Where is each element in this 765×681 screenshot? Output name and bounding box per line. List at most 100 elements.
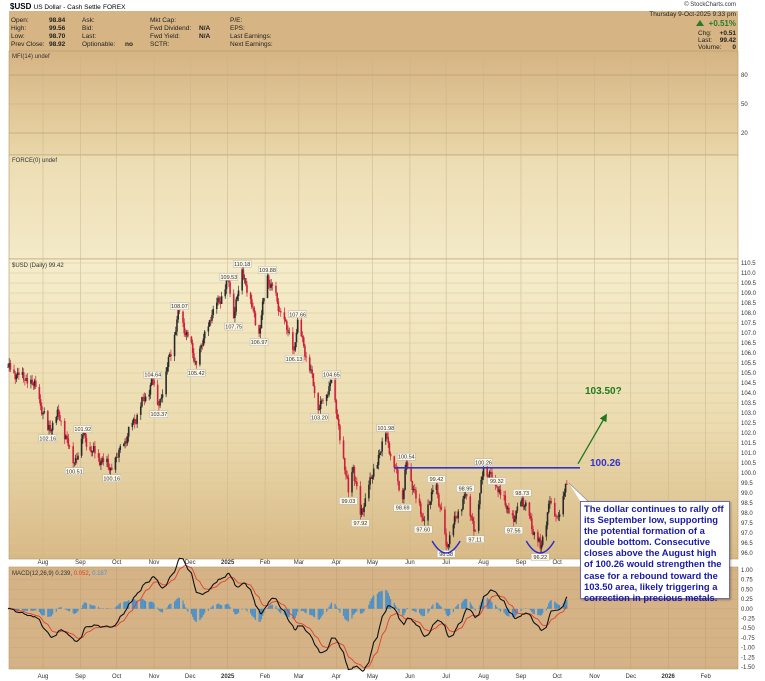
pivot-label-box	[376, 424, 395, 432]
price-candle	[538, 538, 540, 542]
macd-histogram-bar	[140, 600, 142, 609]
price-candle	[487, 476, 490, 479]
price-candle	[50, 430, 53, 432]
macd-histogram-bar	[381, 590, 383, 609]
price-candle	[133, 418, 136, 424]
price-candle	[457, 511, 460, 519]
macd-histogram-bar	[303, 608, 305, 612]
price-candle	[18, 372, 20, 375]
price-candle	[243, 278, 246, 279]
price-candle	[359, 486, 362, 515]
target-label: 103.50?	[585, 386, 622, 397]
price-candle	[469, 496, 472, 517]
macd-histogram-bar	[24, 608, 26, 611]
price-candle	[270, 283, 272, 288]
price-candle	[100, 462, 102, 466]
macd-histogram-bar	[186, 608, 188, 610]
macd-histogram-bar	[405, 608, 407, 610]
price-candle	[269, 284, 271, 288]
price-candle	[479, 493, 481, 505]
macd-histogram-bar	[550, 600, 552, 609]
month-label: Aug	[38, 560, 49, 566]
pivot-label: 101.98	[377, 426, 394, 432]
macd-histogram-bar	[530, 608, 532, 611]
price-candle	[92, 446, 95, 451]
price-candle	[110, 467, 113, 470]
price-candle	[7, 367, 9, 368]
pivot-label-box	[351, 519, 370, 527]
price-candle	[149, 385, 152, 395]
macd-histogram-bar	[47, 608, 49, 617]
price-candle	[177, 310, 179, 320]
macd-histogram-bar	[72, 608, 74, 614]
macd-histogram-bar	[141, 599, 143, 609]
pivot-label-box	[288, 310, 307, 318]
price-candle	[84, 431, 87, 439]
macd-histogram-bar	[199, 608, 201, 621]
price-candle	[9, 363, 12, 370]
symbol: $USD	[10, 2, 32, 11]
info-label: Open:	[11, 17, 29, 24]
macd-histogram-bar	[403, 608, 405, 616]
macd-histogram-bar	[144, 601, 147, 609]
pivot-label: 100.54	[398, 455, 415, 461]
price-candle	[481, 476, 484, 480]
info-value: 98.84	[49, 17, 66, 24]
pivot-label-box	[232, 260, 252, 268]
price-candle	[173, 334, 176, 357]
macd-histogram-bar	[481, 599, 483, 609]
price-candle	[38, 387, 41, 400]
price-candle	[135, 423, 137, 425]
price-tick: 103.5	[741, 401, 757, 407]
price-candle	[462, 499, 464, 510]
macd-histogram-bar	[406, 608, 409, 609]
macd-histogram-bar	[336, 608, 339, 609]
macd-histogram-bar	[89, 604, 91, 609]
price-candle	[49, 424, 52, 432]
macd-histogram-bar	[31, 608, 33, 611]
macd-histogram-bar	[173, 601, 176, 609]
price-candle	[406, 462, 409, 468]
month-label: Mar	[294, 560, 304, 566]
price-candle	[42, 412, 44, 415]
price-candle	[410, 467, 412, 482]
price-candle	[453, 515, 456, 525]
macd-histogram-bar	[456, 605, 458, 609]
macd-histogram-bar	[320, 608, 322, 619]
macd-histogram-bar	[313, 608, 316, 618]
price-candle	[14, 373, 17, 380]
month-label: Apr	[332, 560, 341, 566]
price-candle	[144, 396, 147, 402]
macd-histogram-bar	[161, 608, 164, 613]
price-candle	[516, 506, 519, 511]
price-candle	[463, 495, 466, 500]
macd-histogram-bar	[342, 608, 345, 616]
price-candle	[209, 320, 212, 321]
macd-histogram-bar	[321, 608, 323, 617]
macd-histogram-bar	[412, 608, 415, 611]
price-candle	[520, 501, 522, 507]
macd-histogram-bar	[558, 605, 561, 609]
month-label: 2025	[221, 560, 235, 566]
price-candle	[343, 458, 346, 471]
pivot-label: 101.92	[74, 427, 91, 433]
macd-histogram-bar	[286, 608, 288, 617]
price-candle	[325, 394, 328, 402]
price-candle	[25, 378, 27, 381]
macd-histogram-bar	[48, 608, 50, 617]
price-candle	[353, 467, 356, 482]
macd-histogram-bar	[200, 608, 202, 619]
month-label: Mar	[294, 674, 304, 680]
macd-tick: -1.25	[741, 655, 755, 661]
pivot-label-box	[322, 370, 341, 379]
macd-histogram-bar	[68, 608, 71, 612]
macd-histogram-bar	[276, 608, 278, 609]
macd-histogram-bar	[420, 608, 422, 615]
macd-histogram-bar	[345, 608, 347, 621]
price-candle	[553, 502, 556, 516]
macd-histogram-bar	[123, 601, 125, 609]
macd-histogram-bar	[546, 606, 549, 609]
macd-histogram-bar	[218, 603, 220, 609]
info-value: 99.56	[49, 25, 66, 32]
macd-histogram-bar	[469, 602, 471, 609]
